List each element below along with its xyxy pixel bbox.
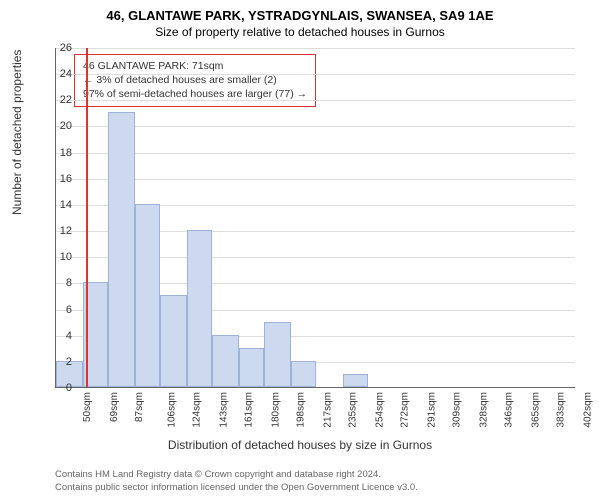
ytick-label: 0 (52, 382, 72, 394)
xtick-label: 328sqm (478, 392, 489, 428)
ytick-label: 8 (52, 277, 72, 289)
gridline (56, 48, 575, 49)
annotation-box: 46 GLANTAWE PARK: 71sqm ← 3% of detached… (74, 54, 316, 107)
xtick-label: 124sqm (192, 392, 203, 428)
ytick-label: 24 (52, 68, 72, 80)
gridline (56, 74, 575, 75)
xtick-label: 272sqm (400, 392, 411, 428)
footer-line2: Contains public sector information licen… (55, 482, 418, 494)
ytick-label: 2 (52, 356, 72, 368)
x-axis-label: Distribution of detached houses by size … (0, 438, 600, 452)
xtick-label: 180sqm (270, 392, 281, 428)
ytick-label: 4 (52, 330, 72, 342)
xtick-label: 106sqm (166, 392, 177, 428)
xtick-label: 346sqm (504, 392, 515, 428)
ytick-label: 18 (52, 147, 72, 159)
histogram-bar (239, 348, 264, 387)
histogram-bar (135, 204, 160, 387)
xtick-label: 402sqm (582, 392, 593, 428)
histogram-bar (187, 230, 212, 387)
xtick-label: 217sqm (322, 392, 333, 428)
xtick-label: 365sqm (530, 392, 541, 428)
xtick-label: 254sqm (374, 392, 385, 428)
histogram-bar (264, 322, 291, 387)
ytick-label: 26 (52, 42, 72, 54)
chart-title-main: 46, GLANTAWE PARK, YSTRADGYNLAIS, SWANSE… (0, 0, 600, 23)
ytick-label: 20 (52, 120, 72, 132)
xtick-label: 235sqm (348, 392, 359, 428)
histogram-bar (212, 335, 239, 387)
annotation-line2: ← 3% of detached houses are smaller (2) (83, 73, 307, 87)
xtick-label: 87sqm (134, 392, 145, 422)
footer-line1: Contains HM Land Registry data © Crown c… (55, 469, 418, 481)
histogram-bar (291, 361, 316, 387)
xtick-label: 291sqm (426, 392, 437, 428)
y-axis-label: Number of detached properties (10, 50, 24, 215)
ytick-label: 14 (52, 199, 72, 211)
xtick-label: 50sqm (82, 392, 93, 422)
ytick-label: 12 (52, 225, 72, 237)
xtick-label: 383sqm (556, 392, 567, 428)
histogram-bar (108, 112, 135, 387)
histogram-bar (160, 295, 187, 387)
xtick-label: 69sqm (109, 392, 120, 422)
plot-area: 46 GLANTAWE PARK: 71sqm ← 3% of detached… (55, 48, 575, 388)
chart-container: 46, GLANTAWE PARK, YSTRADGYNLAIS, SWANSE… (0, 0, 600, 500)
footer-attribution: Contains HM Land Registry data © Crown c… (55, 469, 418, 494)
xtick-label: 143sqm (218, 392, 229, 428)
histogram-bar (343, 374, 368, 387)
ytick-label: 10 (52, 251, 72, 263)
xtick-label: 161sqm (244, 392, 255, 428)
gridline (56, 100, 575, 101)
ytick-label: 16 (52, 173, 72, 185)
ytick-label: 6 (52, 304, 72, 316)
chart-title-sub: Size of property relative to detached ho… (0, 23, 600, 39)
annotation-line1: 46 GLANTAWE PARK: 71sqm (83, 59, 307, 73)
reference-line (86, 48, 88, 387)
ytick-label: 22 (52, 94, 72, 106)
xtick-label: 198sqm (296, 392, 307, 428)
xtick-label: 309sqm (452, 392, 463, 428)
